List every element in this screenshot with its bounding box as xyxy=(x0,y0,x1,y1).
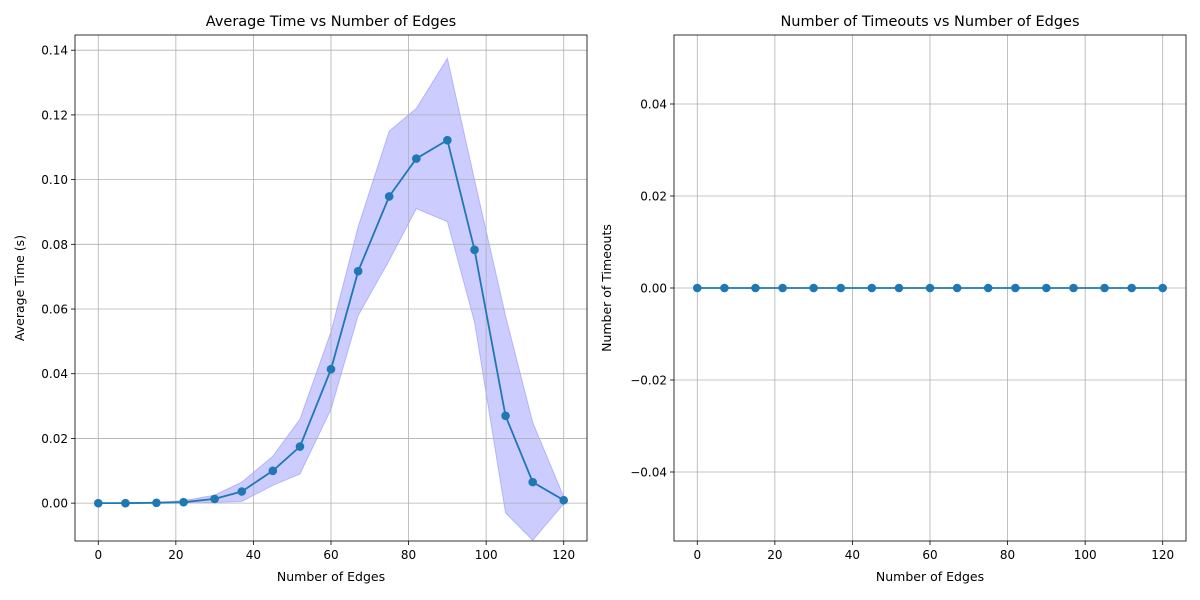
data-point xyxy=(470,245,479,255)
data-point xyxy=(93,498,103,508)
chart-title: Number of Timeouts vs Number of Edges xyxy=(780,14,1079,30)
chart-average-time: 0 20 40 60 80 100 120 0.00 0.02 0.04 0.06 0.08 0.10… xyxy=(12,14,588,584)
data-point xyxy=(384,192,394,201)
y-tick-label: 0.02 xyxy=(640,190,667,204)
data-point xyxy=(268,466,278,476)
data-point xyxy=(836,283,846,293)
y-tick-label: 0.04 xyxy=(640,98,667,112)
x-tick-label: 100 xyxy=(1074,548,1097,562)
data-point xyxy=(692,283,702,293)
y-tick-label: 0.00 xyxy=(640,282,667,296)
y-tick-label: 0.00 xyxy=(41,497,68,511)
x-axis-label: Number of Edges xyxy=(277,569,385,584)
x-tick-label: 100 xyxy=(475,548,498,562)
data-point xyxy=(751,283,760,293)
y-tick-label: 0.08 xyxy=(41,238,68,252)
x-tick-label: 20 xyxy=(168,548,183,562)
data-point xyxy=(778,283,787,293)
data-point xyxy=(353,266,363,276)
data-point xyxy=(867,283,877,293)
data-point xyxy=(326,364,336,374)
data-point xyxy=(179,497,188,507)
chart-title: Average Time vs Number of Edges xyxy=(206,14,456,30)
x-tick-label: 0 xyxy=(94,548,102,562)
data-point xyxy=(720,283,729,293)
data-point xyxy=(528,477,537,487)
data-point xyxy=(152,498,161,508)
data-point xyxy=(1158,283,1168,293)
data-point xyxy=(925,283,935,293)
x-tick-label: 20 xyxy=(767,548,782,562)
data-point xyxy=(412,154,421,163)
x-tick-label: 60 xyxy=(323,548,338,562)
data-point xyxy=(443,135,452,145)
data-point xyxy=(983,283,993,293)
y-axis-label: Average Time (s) xyxy=(12,235,27,341)
x-tick-label: 80 xyxy=(401,548,416,562)
data-point xyxy=(1011,283,1020,293)
data-point xyxy=(1100,283,1109,293)
data-point-layer xyxy=(692,283,1168,293)
y-tick-label: 0.04 xyxy=(41,367,68,381)
y-tick-label: 0.12 xyxy=(41,108,68,122)
data-point xyxy=(952,283,962,293)
y-tick-label: −0.02 xyxy=(630,374,667,388)
data-point xyxy=(295,442,305,451)
x-tick-label: 40 xyxy=(845,548,860,562)
x-tick-label: 80 xyxy=(1000,548,1015,562)
data-point xyxy=(1069,283,1078,293)
x-tick-label: 40 xyxy=(246,548,261,562)
x-tick-layer: 0 20 40 60 80 100 120 xyxy=(94,541,575,562)
data-point xyxy=(894,283,904,293)
data-point xyxy=(501,411,510,421)
x-tick-label: 120 xyxy=(552,548,575,562)
data-point xyxy=(210,494,219,504)
x-tick-label: 60 xyxy=(922,548,937,562)
data-point xyxy=(1127,283,1136,293)
data-point-layer xyxy=(93,135,569,508)
y-tick-label: −0.04 xyxy=(630,466,667,480)
y-tick-layer: −0.04 −0.02 0.00 0.02 0.04 xyxy=(630,98,674,480)
x-tick-label: 120 xyxy=(1151,548,1174,562)
grid-layer xyxy=(75,35,587,541)
data-point xyxy=(237,487,247,496)
chart-timeouts: 0 20 40 60 80 100 120 −0.04 −0.02 0.00 0.02 0.04 N… xyxy=(599,14,1187,584)
y-tick-layer: 0.00 0.02 0.04 0.06 0.08 0.10 0.12 0.14 xyxy=(41,44,75,511)
y-tick-label: 0.14 xyxy=(41,44,68,58)
x-tick-layer: 0 20 40 60 80 100 120 xyxy=(693,541,1174,562)
y-tick-label: 0.06 xyxy=(41,303,68,317)
data-point xyxy=(1042,283,1051,293)
data-point xyxy=(559,495,569,505)
data-point xyxy=(809,283,818,293)
y-tick-label: 0.02 xyxy=(41,432,68,446)
y-tick-label: 0.10 xyxy=(41,173,68,187)
x-axis-label: Number of Edges xyxy=(876,569,984,584)
data-point xyxy=(121,498,130,508)
y-axis-label: Number of Timeouts xyxy=(599,224,614,352)
x-tick-label: 0 xyxy=(693,548,701,562)
